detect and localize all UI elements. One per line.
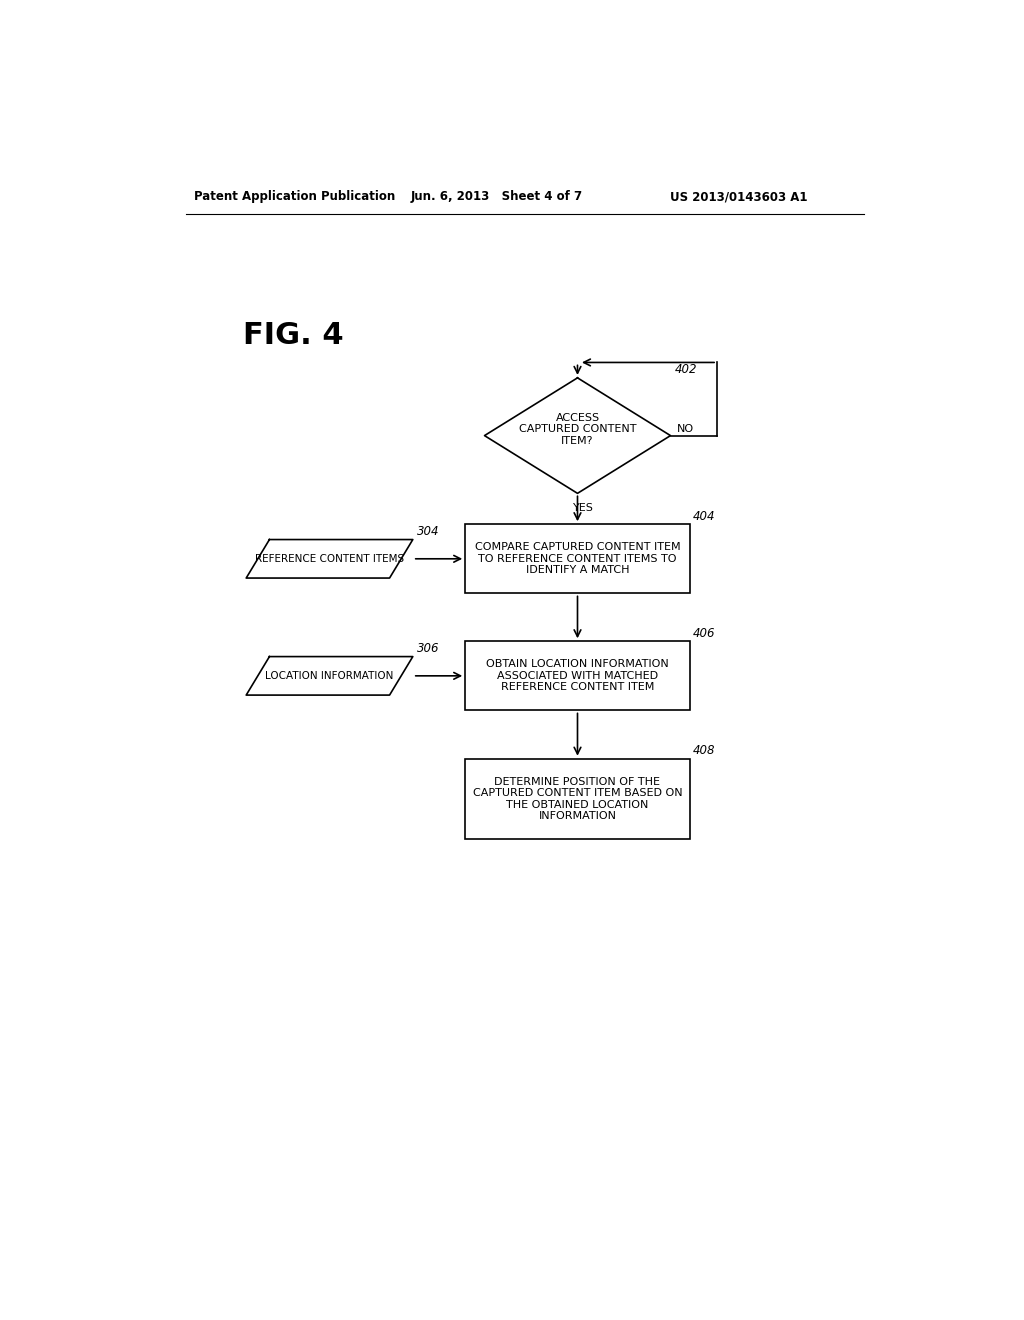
Text: 406: 406	[693, 627, 716, 640]
Text: LOCATION INFORMATION: LOCATION INFORMATION	[265, 671, 393, 681]
Text: 306: 306	[417, 642, 439, 655]
Text: 408: 408	[693, 744, 716, 758]
Bar	[465, 524, 690, 594]
Bar	[465, 642, 690, 710]
Text: DETERMINE POSITION OF THE
CAPTURED CONTENT ITEM BASED ON
THE OBTAINED LOCATION
I: DETERMINE POSITION OF THE CAPTURED CONTE…	[473, 776, 682, 821]
Text: US 2013/0143603 A1: US 2013/0143603 A1	[671, 190, 808, 203]
Text: COMPARE CAPTURED CONTENT ITEM
TO REFERENCE CONTENT ITEMS TO
IDENTIFY A MATCH: COMPARE CAPTURED CONTENT ITEM TO REFEREN…	[475, 543, 680, 576]
Text: YES: YES	[573, 503, 594, 512]
Text: Patent Application Publication: Patent Application Publication	[194, 190, 395, 203]
Text: OBTAIN LOCATION INFORMATION
ASSOCIATED WITH MATCHED
REFERENCE CONTENT ITEM: OBTAIN LOCATION INFORMATION ASSOCIATED W…	[486, 659, 669, 693]
Text: 304: 304	[417, 525, 439, 539]
Text: NO: NO	[677, 425, 694, 434]
Bar	[465, 759, 690, 840]
Text: REFERENCE CONTENT ITEMS: REFERENCE CONTENT ITEMS	[255, 554, 404, 564]
Text: 402: 402	[675, 363, 697, 376]
Text: FIG. 4: FIG. 4	[243, 321, 343, 350]
Text: ACCESS
CAPTURED CONTENT
ITEM?: ACCESS CAPTURED CONTENT ITEM?	[519, 413, 636, 446]
Text: 404: 404	[693, 510, 716, 523]
Text: Jun. 6, 2013   Sheet 4 of 7: Jun. 6, 2013 Sheet 4 of 7	[411, 190, 583, 203]
